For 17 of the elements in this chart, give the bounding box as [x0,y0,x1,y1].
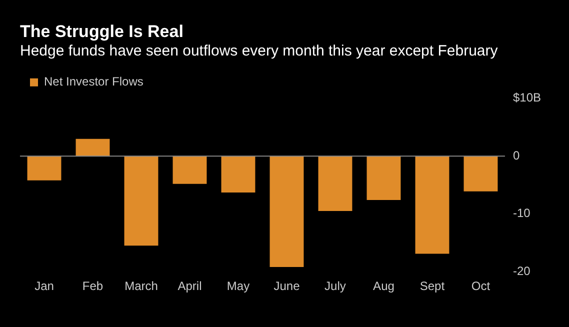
y-tick-label: -10 [512,206,531,220]
x-tick-label: April [178,279,202,294]
x-tick-label: March [124,279,158,294]
y-tick-label: 0 [512,148,520,162]
x-tick-label: Feb [82,279,104,294]
x-tick-label: June [274,279,300,294]
x-tick-label: Jan [34,279,54,294]
chart-subtitle: Hedge funds have seen outflows every month this year except February [20,42,498,60]
x-tick-label: May [226,279,250,294]
x-tick-label: Sept [420,279,446,294]
legend-label: Net Investor Flows [44,74,144,89]
x-tick-label: Aug [373,279,394,294]
x-tick-label: July [324,279,346,294]
y-tick-label: -20 [512,264,531,278]
x-tick-label: Oct [471,279,491,294]
y-tick-label: $10B [512,90,542,105]
chart-title: The Struggle Is Real [20,22,184,41]
